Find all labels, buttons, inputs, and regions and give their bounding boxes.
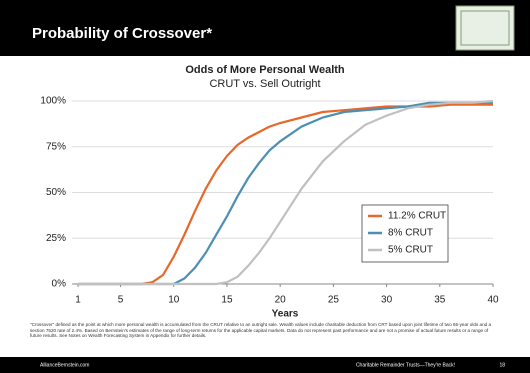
x-tick-label: 1 bbox=[75, 295, 81, 306]
footer-bar bbox=[0, 357, 530, 373]
y-tick-label: 100% bbox=[40, 96, 66, 107]
x-tick-label: 10 bbox=[168, 295, 180, 306]
series-line bbox=[78, 99, 494, 286]
x-tick-label: 20 bbox=[275, 295, 287, 306]
page-number: 18 bbox=[499, 362, 505, 368]
footer-website: AllianceBernstein.com bbox=[40, 362, 89, 368]
y-tick-label: 0% bbox=[52, 279, 67, 290]
x-tick-label: 25 bbox=[328, 295, 340, 306]
x-tick-label: 35 bbox=[434, 295, 446, 306]
legend-label: 5% CRUT bbox=[388, 245, 433, 256]
legend-label: 11.2% CRUT bbox=[388, 211, 446, 222]
x-axis-label: Years bbox=[272, 309, 299, 320]
x-tick-label: 5 bbox=[118, 295, 124, 306]
chart-title: Odds of More Personal Wealth bbox=[185, 64, 345, 76]
y-tick-label: 50% bbox=[46, 187, 66, 198]
header-bar bbox=[0, 0, 530, 56]
x-tick-label: 40 bbox=[487, 295, 499, 306]
y-tick-label: 75% bbox=[46, 141, 66, 152]
x-tick-label: 30 bbox=[381, 295, 393, 306]
x-tick-label: 15 bbox=[221, 295, 233, 306]
legend-label: 8% CRUT bbox=[388, 228, 433, 239]
footnote: "Crossover" defined as the point at whic… bbox=[30, 322, 492, 339]
y-tick-label: 25% bbox=[46, 233, 66, 244]
certificate-image bbox=[455, 5, 515, 51]
chart-subtitle: CRUT vs. Sell Outright bbox=[209, 78, 320, 90]
certificate-border bbox=[460, 10, 510, 46]
footer-tagline: Charitable Remainder Trusts—They're Back… bbox=[356, 362, 455, 368]
slide-title: Probability of Crossover* bbox=[32, 25, 212, 42]
